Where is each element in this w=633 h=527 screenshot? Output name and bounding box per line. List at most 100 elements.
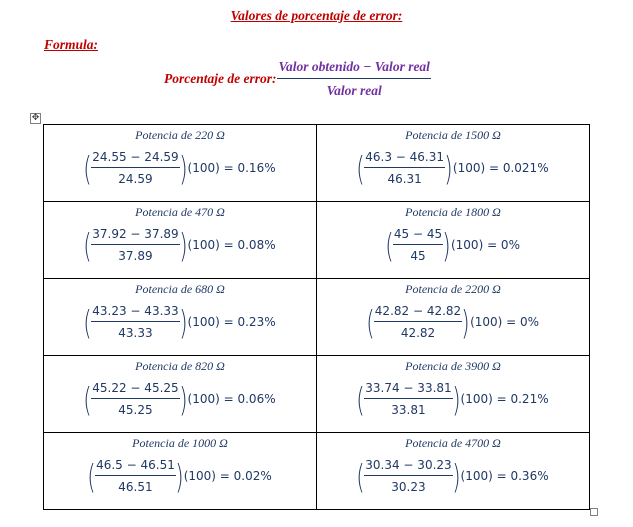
cell-title: Potencia de 4700 Ω bbox=[405, 436, 501, 450]
equation-result: (100) = 0.06% bbox=[187, 392, 276, 406]
fraction-numerator: 45.22 − 45.25 bbox=[91, 381, 180, 399]
right-paren: ) bbox=[175, 456, 184, 496]
cell-title: Potencia de 1500 Ω bbox=[405, 128, 501, 142]
error-equation: (43.23 − 43.33 43.33) (100) = 0.23% bbox=[83, 302, 276, 342]
left-paren: ( bbox=[83, 302, 93, 342]
equation-result: (100) = 0.02% bbox=[183, 469, 272, 483]
table-row: Potencia de 470 Ω(37.92 − 37.89 37.89) (10… bbox=[43, 201, 590, 279]
table-cell[interactable]: Potencia de 1800 Ω (45 − 45 45) (100) = 0% bbox=[316, 201, 590, 279]
formula-fraction: Valor obtenido − Valor real Valor real bbox=[277, 59, 431, 99]
fraction-numerator: 24.55 − 24.59 bbox=[91, 150, 180, 168]
error-equation: (46.5 − 46.51 46.51) (100) = 0.02% bbox=[87, 456, 272, 496]
fraction-numerator: 42.82 − 42.82 bbox=[373, 304, 463, 322]
error-equation: (42.82 − 42.82 42.82) (100) = 0% bbox=[366, 302, 540, 342]
equation-result: (100) = 0.23% bbox=[187, 315, 276, 329]
left-paren: ( bbox=[83, 148, 93, 188]
right-paren: ) bbox=[444, 148, 453, 188]
right-paren: ) bbox=[442, 225, 451, 265]
table-cell[interactable]: Potencia de 820 Ω (45.22 − 45.25 45.25) (10… bbox=[43, 355, 317, 433]
cell-title: Potencia de 680 Ω bbox=[135, 282, 225, 296]
cell-title: Potencia de 3900 Ω bbox=[405, 359, 501, 373]
document-heading: Valores de porcentaje de error: bbox=[230, 8, 403, 23]
cell-title: Potencia de 820 Ω bbox=[135, 359, 225, 373]
cell-title: Potencia de 220 Ω bbox=[135, 128, 225, 142]
fraction: 37.92 − 37.89 37.89 bbox=[91, 227, 180, 263]
fraction-denominator: 37.89 bbox=[118, 249, 153, 263]
table-row: Potencia de 680 Ω(43.23 − 43.33 43.33) (10… bbox=[43, 278, 590, 356]
fraction-denominator: 46.31 bbox=[387, 172, 422, 186]
table-row: Potencia de 820 Ω (45.22 − 45.25 45.25) (10… bbox=[43, 355, 590, 433]
fraction: 30.34 − 30.23 30.23 bbox=[364, 458, 453, 494]
fraction-numerator: 46.5 − 46.51 bbox=[95, 458, 176, 476]
formula-label: Formula: bbox=[44, 37, 99, 52]
fraction-denominator: 30.23 bbox=[391, 480, 426, 494]
left-paren: ( bbox=[83, 225, 93, 265]
left-paren: ( bbox=[366, 302, 375, 342]
cell-title: Potencia de 1800 Ω bbox=[405, 205, 501, 219]
cell-title: Potencia de 1000 Ω bbox=[132, 436, 228, 450]
cell-title: Potencia de 2200 Ω bbox=[405, 282, 501, 296]
fraction-numerator: 45 − 45 bbox=[392, 227, 444, 245]
fraction-denominator: 42.82 bbox=[400, 326, 436, 340]
table-cell[interactable]: Potencia de 3900 Ω (33.74 − 33.81 33.81) (1… bbox=[316, 355, 590, 433]
left-paren: ( bbox=[87, 456, 96, 496]
error-equation: (33.74 − 33.81 33.81) (100) = 0.21% bbox=[356, 379, 549, 419]
equation-result: (100) = 0.36% bbox=[460, 469, 549, 483]
fraction-numerator: 43.23 − 43.33 bbox=[91, 304, 180, 322]
right-paren: ) bbox=[178, 379, 188, 419]
error-equation: (45.22 − 45.25 45.25) (100) = 0.06% bbox=[83, 379, 276, 419]
right-paren: ) bbox=[178, 302, 188, 342]
left-paren: ( bbox=[83, 379, 93, 419]
fraction-denominator: 46.51 bbox=[118, 480, 153, 494]
left-paren: ( bbox=[385, 225, 394, 265]
table-cell[interactable]: Potencia de 680 Ω (43.23 − 43.33 43.33) (10… bbox=[43, 278, 317, 356]
table-cell[interactable]: Potencia de 470 Ω (37.92 − 37.89 37.89) (10… bbox=[43, 201, 317, 279]
right-paren: ) bbox=[461, 302, 470, 342]
formula-lhs: Porcentaje de error bbox=[164, 71, 272, 86]
main-formula: Porcentaje de error : Valor obtenido − V… bbox=[164, 59, 431, 99]
fraction: 45.22 − 45.25 45.25 bbox=[91, 381, 180, 417]
fraction-numerator: 30.34 − 30.23 bbox=[364, 458, 453, 476]
left-paren: ( bbox=[356, 148, 365, 188]
formula-denominator: Valor real bbox=[326, 83, 382, 98]
table-resize-handle[interactable] bbox=[590, 508, 598, 516]
equation-result: (100) = 0.08% bbox=[187, 238, 276, 252]
fraction: 24.55 − 24.59 24.59 bbox=[91, 150, 180, 186]
error-equation: (45 − 45 45) (100) = 0% bbox=[385, 225, 520, 265]
fraction: 46.3 − 46.31 46.31 bbox=[364, 150, 446, 186]
formula-colon: : bbox=[271, 71, 277, 86]
table-cell[interactable]: Potencia de 4700 Ω (30.34 − 30.23 30.23) (1… bbox=[316, 432, 590, 510]
error-table: Potencia de 220 Ω(24.55 − 24.59 24.59) (10… bbox=[43, 124, 590, 510]
table-cell[interactable]: Potencia de 1000 Ω (46.5 − 46.51 46.51) (10… bbox=[43, 432, 317, 510]
fraction-denominator: 45.25 bbox=[118, 403, 153, 417]
right-paren: ) bbox=[451, 456, 461, 496]
equation-result: (100) = 0% bbox=[470, 315, 540, 329]
fraction-numerator: 37.92 − 37.89 bbox=[91, 227, 180, 245]
table-row: Potencia de 220 Ω(24.55 − 24.59 24.59) (10… bbox=[43, 124, 590, 202]
table-cell[interactable]: Potencia de 220 Ω (24.55 − 24.59 24.59) (10… bbox=[43, 124, 317, 202]
left-paren: ( bbox=[356, 379, 366, 419]
fraction: 42.82 − 42.82 42.82 bbox=[373, 304, 463, 340]
table-cell[interactable]: Potencia de 1500 Ω (46.3 − 46.31 46.31) (10… bbox=[316, 124, 590, 202]
fraction: 33.74 − 33.81 33.81 bbox=[364, 381, 453, 417]
right-paren: ) bbox=[178, 148, 188, 188]
fraction-denominator: 45 bbox=[410, 249, 426, 263]
error-equation: (46.3 − 46.31 46.31) (100) = 0.021% bbox=[356, 148, 549, 188]
table-cell[interactable]: Potencia de 2200 Ω (42.82 − 42.82 42.82) (1… bbox=[316, 278, 590, 356]
error-equation: (24.55 − 24.59 24.59) (100) = 0.16% bbox=[83, 148, 276, 188]
fraction-denominator: 43.33 bbox=[118, 326, 153, 340]
fraction-denominator: 33.81 bbox=[391, 403, 426, 417]
formula-numerator: Valor obtenido − Valor real bbox=[277, 59, 431, 79]
fraction-numerator: 46.3 − 46.31 bbox=[364, 150, 446, 168]
left-paren: ( bbox=[356, 456, 366, 496]
right-paren: ) bbox=[178, 225, 188, 265]
equation-result: (100) = 0% bbox=[450, 238, 520, 252]
table-row: Potencia de 1000 Ω(46.5 − 46.51 46.51) (10… bbox=[43, 432, 590, 510]
fraction: 45 − 45 45 bbox=[392, 227, 444, 263]
cell-title: Potencia de 470 Ω bbox=[135, 205, 225, 219]
fraction: 46.5 − 46.51 46.51 bbox=[95, 458, 176, 494]
fraction-denominator: 24.59 bbox=[118, 172, 153, 186]
table-move-handle-icon[interactable]: ✥ bbox=[30, 113, 41, 124]
fraction: 43.23 − 43.33 43.33 bbox=[91, 304, 180, 340]
equation-result: (100) = 0.021% bbox=[452, 161, 549, 175]
